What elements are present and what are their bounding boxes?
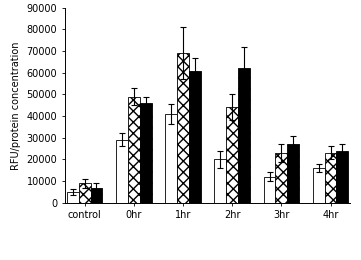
Bar	[165, 114, 177, 203]
Bar	[325, 153, 336, 203]
Bar	[313, 168, 325, 203]
Bar	[116, 140, 128, 203]
Bar	[264, 177, 275, 203]
Bar	[238, 68, 250, 203]
Bar	[287, 144, 299, 203]
Bar	[189, 71, 201, 203]
Bar	[336, 151, 348, 203]
Bar	[128, 97, 140, 203]
Bar	[275, 153, 287, 203]
Bar	[79, 183, 91, 203]
Bar	[140, 103, 152, 203]
Y-axis label: RFU/protein concentration: RFU/protein concentration	[11, 41, 21, 170]
Bar	[226, 107, 238, 203]
Bar	[67, 192, 79, 203]
Bar	[177, 53, 189, 203]
Bar	[214, 159, 226, 203]
Bar	[91, 188, 103, 203]
